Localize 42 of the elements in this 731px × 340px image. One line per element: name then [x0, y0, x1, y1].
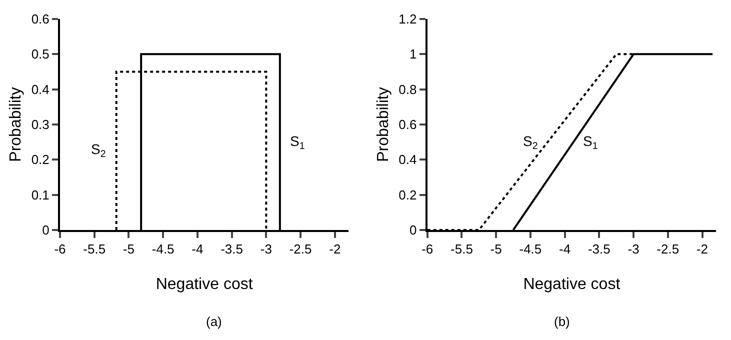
x-tick-label: -5.5 [83, 242, 106, 257]
x-tick-label: -6 [422, 242, 434, 257]
x-tick-label: -3.5 [220, 242, 244, 257]
text: (a) [206, 314, 222, 329]
x-tick-label: -5.5 [450, 242, 473, 257]
series-label: S$_{1}$ [583, 133, 598, 152]
x-tick-label: -2.5 [656, 242, 680, 257]
x-tick-label: -2.5 [289, 242, 312, 257]
x-tick-label: -3 [260, 242, 272, 257]
x-axis-title: Negative cost [156, 276, 254, 293]
x-tick-label: -5 [122, 242, 134, 257]
y-tick-label: 0.5 [31, 46, 50, 62]
y-tick-label: 0 [410, 222, 417, 238]
y-tick-label: 0.1 [31, 187, 50, 202]
x-tick-label: -2 [329, 242, 341, 257]
y-axis-title: Probability [8, 87, 25, 162]
series-label: S$_{1}$ [290, 133, 305, 152]
x-tick-label: -6 [54, 242, 66, 257]
y-tick-label: 0.3 [31, 117, 50, 132]
y-tick-label: 1.2 [398, 12, 417, 27]
series-label: S$_{2}$ [523, 133, 538, 152]
y-tick-label: 0 [42, 222, 50, 238]
series-label: S$_{2}$ [91, 141, 106, 160]
y-tick-label: 0.4 [31, 82, 50, 97]
y-tick-label: 0.2 [398, 187, 417, 202]
y-tick-label: 0.2 [31, 152, 50, 168]
x-tick-label: -5 [490, 242, 502, 257]
x-tick-label: -2 [696, 242, 708, 257]
y-axis-title: Probability [375, 87, 392, 162]
y-tick-label: 0.4 [398, 152, 417, 168]
x-tick-label: -3 [628, 242, 640, 257]
x-tick-label: -4.5 [152, 242, 174, 257]
x-tick-label: -4.5 [519, 242, 542, 257]
y-tick-label: 0.6 [398, 117, 417, 132]
x-tick-label: -3.5 [588, 242, 610, 257]
y-tick-label: 0.8 [398, 82, 417, 97]
x-tick-label: -4 [192, 242, 204, 257]
y-tick-label: 1 [410, 46, 417, 62]
text: (b) [554, 314, 570, 329]
y-tick-label: 0.6 [31, 12, 50, 27]
x-tick-label: -4 [559, 242, 571, 257]
x-axis-title: Negative cost [523, 276, 621, 293]
